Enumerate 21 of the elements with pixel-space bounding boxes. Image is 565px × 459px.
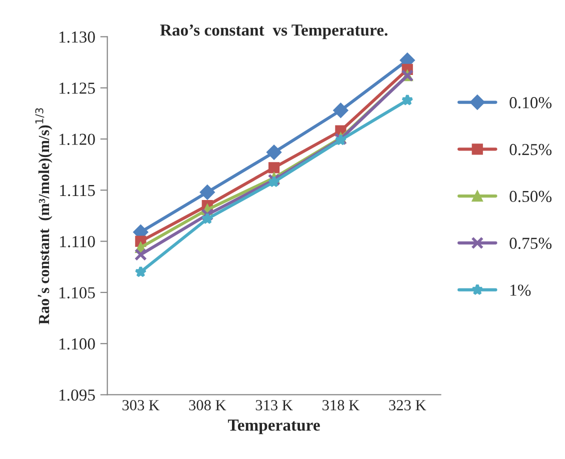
legend-label: 0.75% bbox=[510, 238, 552, 250]
x-axis-title: Temperature bbox=[228, 420, 320, 434]
legend-label: 0.10% bbox=[510, 97, 552, 108]
legend-label: 1% bbox=[510, 284, 531, 296]
chart-title: Rao’s constant vs Temperature. bbox=[160, 24, 388, 40]
y-tick-label: 1.110 bbox=[60, 236, 95, 248]
y-tick-label: 1.100 bbox=[60, 338, 95, 350]
y-axis-title: Rao’s constant (m³/mole)(m/s)$^{1/3}$ bbox=[35, 108, 52, 324]
y-tick-label: 1.125 bbox=[60, 82, 95, 94]
x-tick-label: 318 K bbox=[322, 400, 360, 410]
x-tick-label: 313 K bbox=[256, 400, 293, 410]
y-tick-label: 1.120 bbox=[60, 134, 95, 146]
y-tick-label: 1.130 bbox=[60, 31, 95, 43]
x-tick-label: 303 K bbox=[122, 400, 160, 410]
legend-label: 0.50% bbox=[510, 190, 552, 202]
y-tick-label: 1.095 bbox=[60, 389, 95, 401]
y-tick-label: 1.115 bbox=[60, 184, 95, 196]
y-tick-label: 1.105 bbox=[60, 287, 95, 298]
x-tick-label: 308 K bbox=[189, 400, 226, 410]
x-tick-label: 323 K bbox=[389, 400, 426, 410]
legend-label: 0.25% bbox=[510, 144, 552, 156]
